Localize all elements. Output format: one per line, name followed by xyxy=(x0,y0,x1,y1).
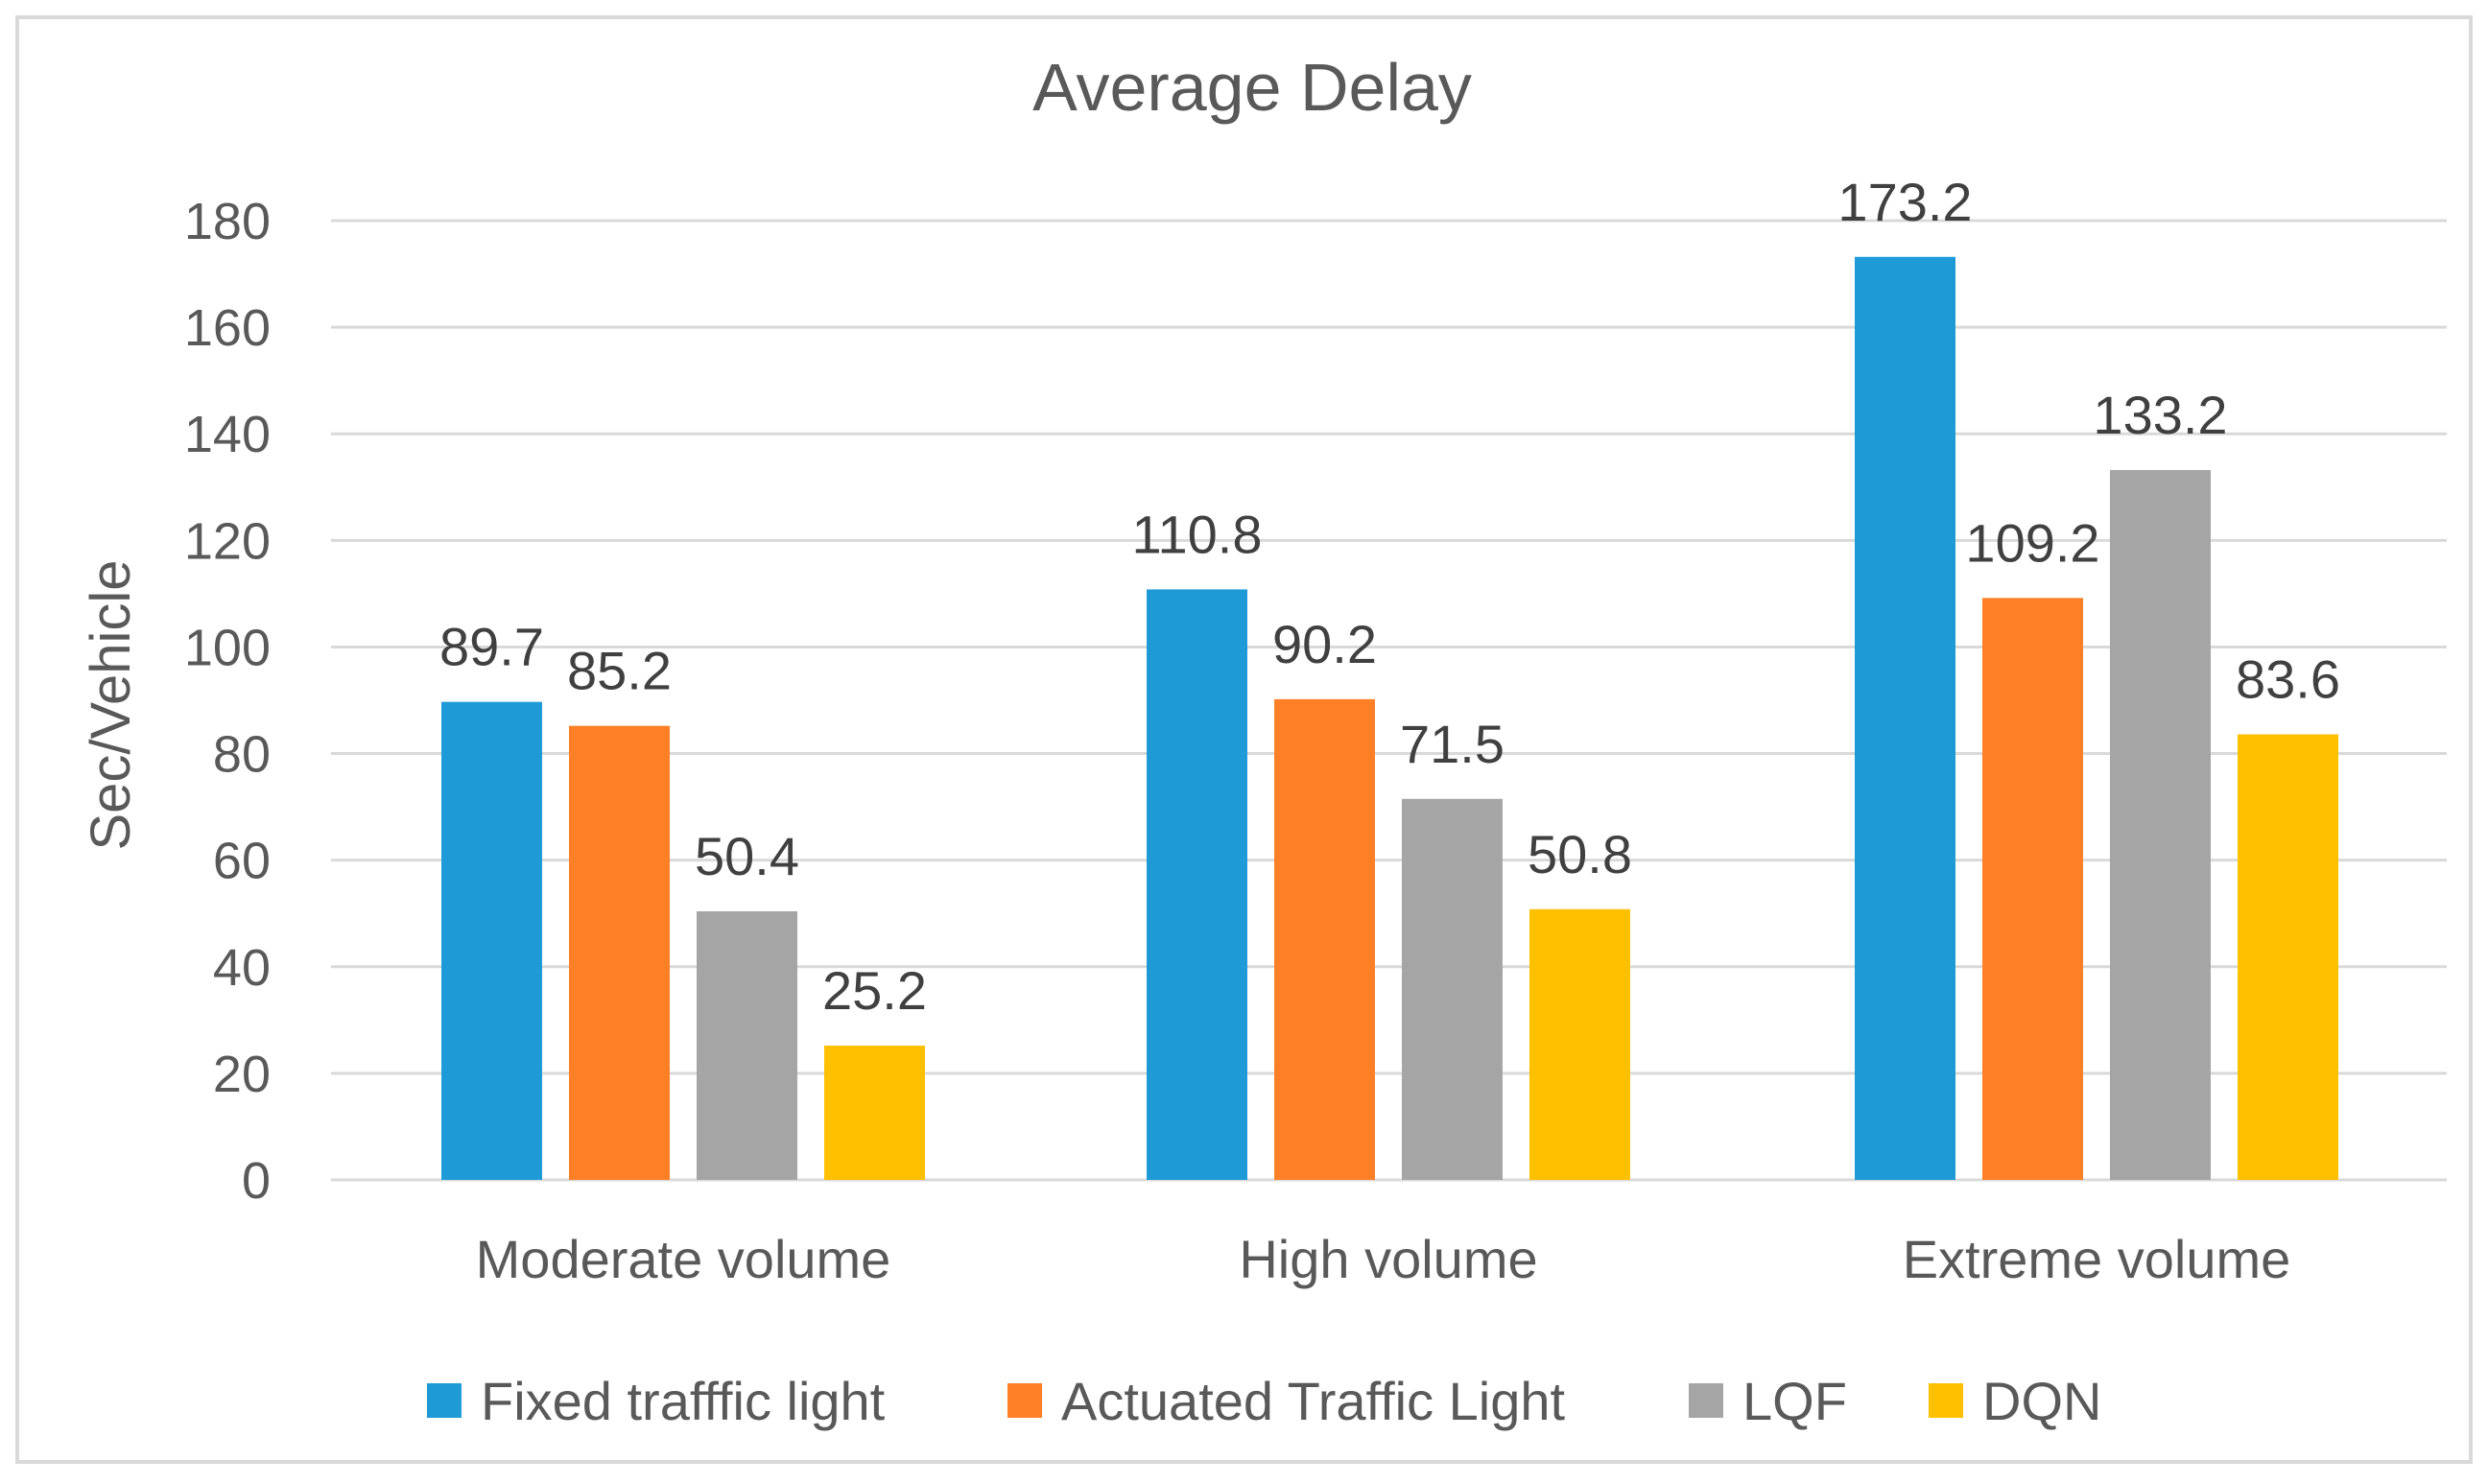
y-tick-label: 140 xyxy=(184,406,271,463)
category-label: Extreme volume xyxy=(1903,1229,2291,1289)
chart-title: Average Delay xyxy=(1032,50,1472,125)
bar-lqf-extreme-volume xyxy=(2110,470,2211,1180)
y-tick-label: 100 xyxy=(184,619,271,676)
bar-lqf-moderate-volume xyxy=(697,911,797,1180)
data-label: 110.8 xyxy=(1132,504,1263,564)
y-tick-label: 120 xyxy=(184,512,271,570)
bar-fixed-trafffic-light-extreme-volume xyxy=(1855,256,1955,1180)
data-label: 90.2 xyxy=(1272,614,1377,674)
x-axis-categories: Moderate volume High volume Extreme volume xyxy=(476,1229,2291,1289)
legend-swatch xyxy=(1929,1383,1963,1418)
y-tick-label: 160 xyxy=(184,299,271,357)
data-label: 25.2 xyxy=(822,960,927,1021)
y-tick-label: 0 xyxy=(242,1152,271,1210)
y-tick-label: 60 xyxy=(213,833,271,890)
legend-label: DQN xyxy=(1982,1371,2101,1431)
data-labels: 89.7 85.2 50.4 25.2 110.890.2 71.5 50.8 173.2 10… xyxy=(439,172,2340,1021)
legend-swatch xyxy=(1689,1383,1723,1418)
legend-swatch xyxy=(1007,1383,1042,1418)
data-label: 133.2 xyxy=(2093,385,2227,445)
legend: Fixed trafffic light Actuated Traffic Lig… xyxy=(427,1371,2101,1431)
legend-swatch xyxy=(427,1383,462,1418)
y-tick-label: 180 xyxy=(184,193,271,250)
bar-lqf-high-volume xyxy=(1402,798,1503,1180)
y-axis-label: Sec/Vehicle xyxy=(80,559,142,850)
y-tick-label: 80 xyxy=(213,726,271,784)
bar-actuated-traffic-light-high-volume xyxy=(1274,698,1375,1180)
legend-label: Actuated Traffic Light xyxy=(1061,1371,1565,1431)
bar-actuated-traffic-light-moderate-volume xyxy=(569,725,670,1180)
data-label: 85.2 xyxy=(567,641,672,701)
bar-fixed-trafffic-light-high-volume xyxy=(1147,589,1247,1180)
category-label: High volume xyxy=(1239,1229,1537,1289)
data-label: 50.8 xyxy=(1528,824,1632,884)
bars xyxy=(441,256,2338,1180)
data-label: 109.2 xyxy=(1965,512,2099,573)
data-label: 71.5 xyxy=(1400,714,1505,774)
legend-label: Fixed trafffic light xyxy=(481,1371,886,1431)
gridlines xyxy=(331,219,2447,1182)
y-tick-label: 40 xyxy=(213,939,271,997)
data-label: 89.7 xyxy=(439,617,544,677)
bar-dqn-extreme-volume xyxy=(2238,734,2338,1180)
category-label: Moderate volume xyxy=(476,1229,891,1289)
legend-label: LQF xyxy=(1742,1371,1847,1431)
data-label: 83.6 xyxy=(2236,649,2340,710)
bar-actuated-traffic-light-extreme-volume xyxy=(1982,598,2083,1180)
y-axis-ticks: 0 20 40 60 80 100 120 140 160 180 xyxy=(184,193,271,1210)
bar-fixed-trafffic-light-moderate-volume xyxy=(441,701,542,1180)
y-tick-label: 20 xyxy=(213,1046,271,1103)
data-label: 50.4 xyxy=(695,826,799,886)
bar-dqn-high-volume xyxy=(1529,908,1630,1180)
bar-dqn-moderate-volume xyxy=(824,1046,925,1180)
data-label: 173.2 xyxy=(1837,172,1972,232)
